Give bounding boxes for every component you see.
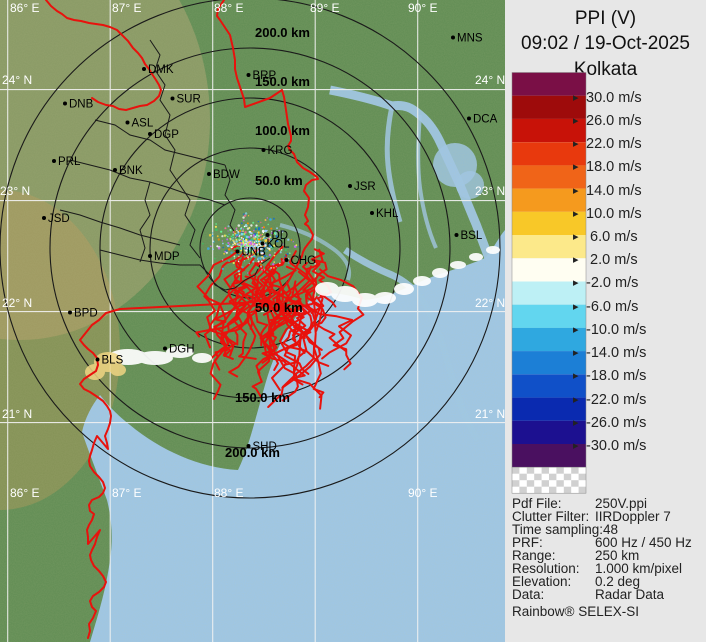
svg-text:BLS: BLS (102, 355, 124, 367)
svg-text:JSR: JSR (354, 181, 376, 193)
svg-text:BNK: BNK (119, 165, 143, 177)
svg-text:PRL: PRL (58, 156, 81, 168)
svg-text:DNB: DNB (69, 99, 94, 111)
svg-text:SHD: SHD (253, 441, 277, 453)
svg-text:DGP: DGP (154, 129, 179, 141)
svg-text:SUR: SUR (177, 94, 201, 106)
svg-text:21° N: 21° N (2, 407, 32, 421)
svg-text:150.0 km: 150.0 km (235, 390, 290, 405)
svg-text:KOL: KOL (267, 239, 291, 251)
svg-text:BRP: BRP (253, 70, 277, 82)
svg-text:DMK: DMK (148, 64, 174, 76)
svg-text:24° N: 24° N (475, 73, 505, 87)
svg-text:86° E: 86° E (10, 1, 39, 15)
svg-text:23° N: 23° N (475, 184, 505, 198)
svg-text:JSD: JSD (48, 213, 70, 225)
svg-text:CHG: CHG (291, 255, 317, 267)
svg-text:50.0 km: 50.0 km (255, 173, 303, 188)
svg-text:100.0 km: 100.0 km (255, 123, 310, 138)
svg-text:BSL: BSL (461, 230, 483, 242)
svg-text:200.0 km: 200.0 km (255, 25, 310, 40)
svg-text:ASL: ASL (132, 118, 154, 130)
svg-text:88° E: 88° E (214, 486, 243, 500)
svg-text:89° E: 89° E (310, 1, 339, 15)
svg-text:BPD: BPD (74, 308, 98, 320)
svg-text:DCA: DCA (473, 114, 498, 126)
svg-text:KRG: KRG (268, 145, 293, 157)
svg-text:24° N: 24° N (2, 73, 32, 87)
svg-text:KHL: KHL (376, 208, 399, 220)
svg-text:21° N: 21° N (475, 407, 505, 421)
svg-text:90° E: 90° E (408, 486, 437, 500)
svg-text:MDP: MDP (154, 251, 180, 263)
svg-text:86° E: 86° E (10, 486, 39, 500)
svg-text:87° E: 87° E (112, 1, 141, 15)
svg-text:87° E: 87° E (112, 486, 141, 500)
svg-text:88° E: 88° E (214, 1, 243, 15)
svg-text:50.0 km: 50.0 km (255, 300, 303, 315)
svg-text:DGH: DGH (169, 344, 195, 356)
svg-text:MNS: MNS (457, 33, 483, 45)
svg-text:22° N: 22° N (2, 296, 32, 310)
svg-text:BDW: BDW (213, 169, 240, 181)
svg-text:UNB: UNB (242, 247, 267, 259)
svg-text:22° N: 22° N (475, 296, 505, 310)
svg-text:23° N: 23° N (0, 184, 30, 198)
svg-text:90° E: 90° E (408, 1, 437, 15)
